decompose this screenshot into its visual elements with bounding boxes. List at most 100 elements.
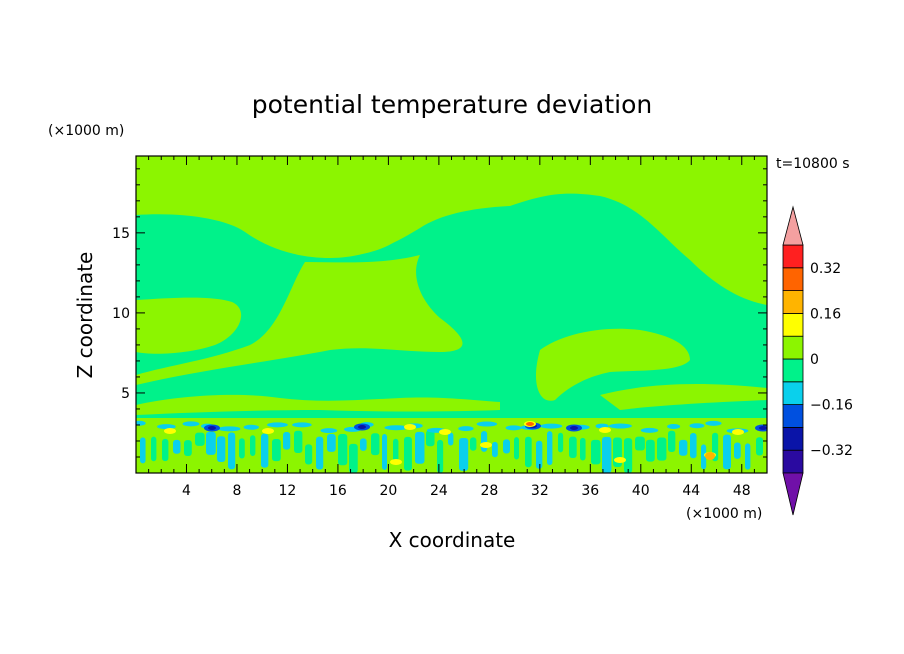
bl-plume [162,438,169,462]
bl-plume [459,438,469,471]
colorbar-label: 0 [810,352,819,368]
bl-plume [294,430,303,454]
bl-cyan-cell [689,423,705,429]
bl-plume [558,432,564,453]
colorbar-over-arrow [782,205,804,246]
x-tick-label: 4 [182,483,191,499]
bl-plume [316,436,324,470]
bl-orange-cell [705,452,715,460]
bl-cyan-cell [292,422,312,428]
boundary-layer [136,418,767,473]
field-region-center [136,255,463,385]
bl-cyan-cell [608,423,632,429]
bl-plume [723,434,731,470]
bl-yellow-cell [439,429,451,435]
bl-plume [283,432,291,450]
y-tick-label: 10 [112,306,130,322]
bl-cyan-cell [267,422,288,428]
bl-plume [646,439,655,462]
bl-yellow-cell [599,427,611,433]
bl-cyan-cell [157,424,176,430]
bl-plume [228,432,236,470]
bl-yellow-cell [390,459,402,465]
colorbar-band [782,312,804,337]
bl-cyan-cell [320,428,338,434]
x-axis: 4 8 12 16 20 24 28 32 36 40 44 48 [148,156,755,499]
bl-plume [217,436,226,463]
bl-cyan-cell [476,421,498,427]
bl-plume [261,433,269,468]
bl-red-cell [526,422,534,426]
bl-yellow-cell [262,428,274,434]
bl-plume [536,440,543,469]
bl-yellow-cell [164,428,176,434]
bl-plume [382,434,388,470]
bl-yellow-cell [614,457,626,463]
bl-plume [701,444,707,470]
bl-plume [305,444,313,465]
bl-plume [470,437,477,451]
bl-plume [745,443,751,470]
bl-cyan-cell [640,427,659,433]
colorbar: 0.32 0.16 0 −0.16 −0.32 [782,205,853,516]
bl-plume [272,439,281,462]
x-unit-label: (×1000 m) [686,506,762,522]
bl-darkblue-core [358,425,366,429]
bl-yellow-cell [732,429,744,435]
bl-plume [679,439,688,456]
bl-plume [657,437,667,461]
bl-darkblue-core [759,426,767,430]
y-unit-label: (×1000 m) [48,123,124,139]
colorbar-band [782,244,804,269]
colorbar-band [782,335,804,360]
colorbar-band [782,290,804,314]
bl-yellow-cell [404,424,416,430]
bl-plume [668,430,676,453]
colorbar-label: −0.32 [810,443,853,459]
x-tick-label: 24 [430,483,448,499]
field-region-upper [136,156,767,305]
bl-cyan-cell [243,424,259,430]
y-tick-label: 15 [112,226,130,242]
bl-plume [525,436,532,468]
x-tick-label: 32 [531,483,549,499]
field-region-right-low [600,384,767,410]
y-axis-title: Z coordinate [73,252,97,379]
bl-plume [349,443,358,473]
bl-cyan-cell [705,420,722,426]
x-tick-label: 44 [682,483,700,499]
bl-darkblue-core [208,426,216,430]
colorbar-under-arrow [782,472,804,516]
field-region-left-mid [136,297,242,354]
colorbar-label: 0.32 [810,261,841,277]
bl-plume [393,438,399,462]
bl-plume [624,438,633,473]
x-tick-label: 48 [733,483,751,499]
bl-plume [151,436,157,462]
bl-plume [173,439,181,454]
x-tick-label: 40 [632,483,650,499]
bl-cyan-cell [182,421,200,427]
colorbar-band [782,449,804,474]
x-tick-label: 8 [232,483,241,499]
x-tick-label: 16 [329,483,347,499]
colorbar-label: −0.16 [810,398,853,414]
y-axis: 5 10 15 [112,168,767,458]
x-tick-label: 28 [480,483,498,499]
bl-plume [514,437,520,460]
bl-plume [195,432,205,446]
colorbar-band [782,404,804,428]
bl-plume [503,439,511,454]
bl-plume [602,436,612,473]
x-tick-label: 12 [279,483,297,499]
colorbar-band [782,381,804,405]
bl-plume [635,436,645,451]
bl-cyan-cell [218,426,241,432]
chart-title: potential temperature deviation [252,90,652,119]
bl-plume [690,433,697,459]
bl-plume [569,436,577,459]
bl-plume [360,438,367,451]
bl-plume [404,436,412,471]
bl-plume [756,437,764,456]
